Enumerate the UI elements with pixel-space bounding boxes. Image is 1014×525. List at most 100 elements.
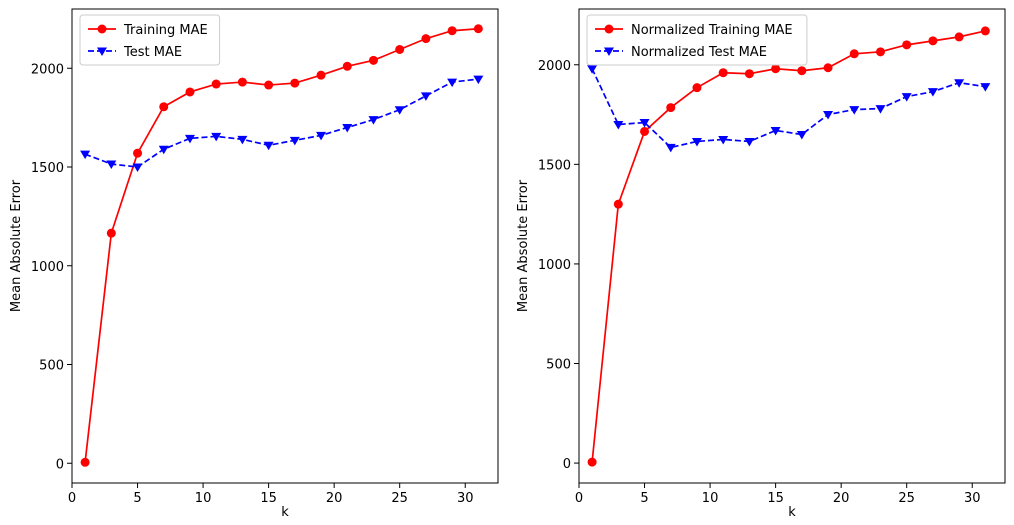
data-point [849, 49, 859, 59]
data-point [473, 75, 484, 85]
y-tick-label: 2000 [31, 62, 64, 77]
y-tick-label: 500 [39, 359, 64, 374]
legend: Normalized Training MAE Normalized Test M… [586, 14, 808, 66]
chart-panel-2: 0 5 10 15 20 25 30 0 500 1000 1500 2000 k Mean Absolu… [516, 8, 1006, 520]
series-2 [80, 75, 484, 172]
plot-frame [71, 8, 499, 484]
data-point [665, 143, 676, 153]
legend-box [586, 14, 808, 66]
data-point [613, 121, 624, 130]
x-tick-label: 15 [260, 491, 277, 506]
data-point [237, 135, 248, 145]
x-tick-label: 15 [767, 491, 784, 506]
series-2 [587, 65, 991, 153]
data-point [342, 124, 353, 133]
series-line [591, 30, 986, 463]
legend-label: Training MAE [123, 23, 208, 38]
y-tick-label: 0 [56, 457, 64, 472]
data-point [875, 105, 886, 114]
series-line [84, 27, 479, 463]
data-point [902, 40, 912, 50]
data-point [640, 126, 650, 136]
y-tick-label: 500 [546, 358, 571, 373]
data-point [928, 36, 938, 46]
data-point [394, 106, 405, 115]
data-point [718, 68, 728, 78]
legend-label: Test MAE [123, 45, 182, 60]
data-point [316, 70, 326, 80]
data-point [587, 457, 597, 467]
legend: Training MAE Test MAE [79, 14, 221, 66]
data-point [421, 34, 431, 44]
y-tick-label: 2000 [538, 59, 571, 74]
data-point [927, 88, 938, 97]
data-point [80, 150, 91, 160]
data-point [954, 32, 964, 42]
data-point [185, 87, 195, 97]
data-point [420, 92, 431, 101]
data-point [796, 130, 807, 140]
x-tick-label: 30 [964, 491, 981, 506]
data-point [613, 199, 623, 209]
data-point [823, 63, 833, 73]
x-tick-label: 5 [640, 491, 648, 506]
data-point [237, 77, 247, 87]
data-point [639, 119, 650, 128]
data-point [263, 141, 274, 151]
data-point [744, 69, 754, 79]
x-axis-label: k [788, 505, 796, 520]
series-line [591, 68, 986, 149]
data-point [106, 228, 116, 238]
y-axis-label: Mean Absolute Error [9, 179, 24, 312]
y-tick-label: 1000 [31, 260, 64, 275]
data-point [980, 26, 990, 36]
data-point [447, 26, 457, 36]
data-point [133, 148, 143, 158]
data-point [954, 79, 965, 88]
data-point [875, 47, 885, 57]
data-point [368, 55, 378, 65]
legend-label: Normalized Test MAE [631, 45, 767, 60]
legend-box [79, 14, 221, 66]
legend-label: Normalized Training MAE [631, 23, 793, 38]
x-tick-label: 30 [457, 491, 474, 506]
data-point [823, 111, 834, 120]
legend-marker [97, 47, 107, 56]
legend-marker [604, 47, 614, 56]
data-point [289, 136, 300, 146]
data-point [211, 132, 222, 142]
data-point [395, 44, 405, 54]
legend-marker [604, 24, 614, 34]
x-tick-label: 0 [575, 491, 583, 506]
data-point [692, 83, 702, 93]
data-point [184, 134, 195, 144]
data-point [342, 61, 352, 71]
data-point [80, 457, 90, 467]
data-point [316, 131, 327, 141]
series-1 [80, 24, 483, 467]
data-point [770, 126, 781, 136]
x-tick-label: 25 [898, 491, 915, 506]
legend-marker [97, 24, 107, 34]
data-point [744, 137, 755, 147]
y-tick-label: 0 [563, 457, 571, 472]
data-point [666, 103, 676, 113]
data-point [264, 80, 274, 90]
data-point [473, 24, 483, 34]
y-tick-label: 1500 [31, 161, 64, 176]
data-point [691, 137, 702, 147]
data-point [368, 116, 379, 125]
data-point [447, 78, 458, 88]
data-point [587, 65, 598, 74]
x-tick-label: 0 [68, 491, 76, 506]
x-tick-label: 10 [702, 491, 719, 506]
data-point [159, 102, 169, 112]
x-tick-label: 25 [391, 491, 408, 506]
data-point [158, 145, 169, 155]
data-point [980, 83, 991, 92]
series-1 [587, 26, 990, 467]
data-point [132, 163, 143, 172]
data-point [849, 106, 860, 115]
x-tick-label: 5 [133, 491, 141, 506]
